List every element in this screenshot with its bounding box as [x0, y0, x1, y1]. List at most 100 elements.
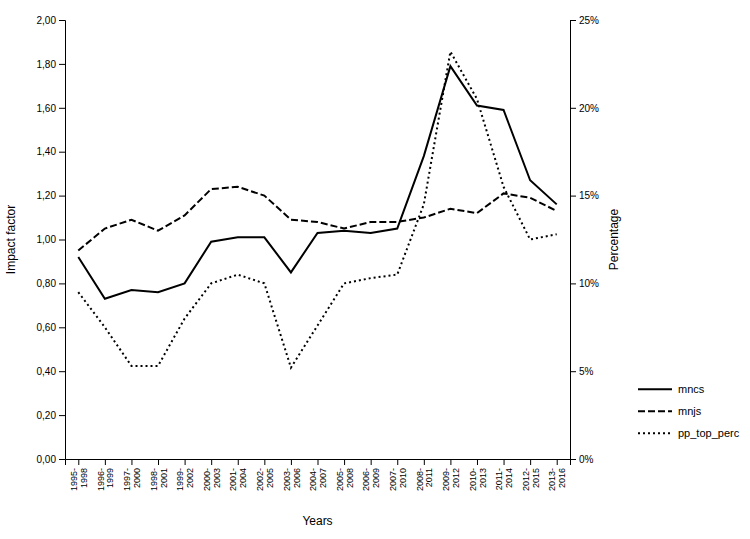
tick: 2000-2003 — [202, 459, 222, 491]
tick-mark — [570, 283, 576, 284]
tick-label: 2,00 — [37, 15, 57, 26]
tick-label: 15% — [579, 190, 599, 201]
legend-label: mnjs — [678, 405, 702, 417]
tick-mark — [131, 459, 132, 465]
tick-label: 2006-2009 — [361, 468, 381, 491]
tick-mark — [570, 20, 576, 21]
tick-label: 0% — [579, 454, 594, 465]
legend-label: mncs — [678, 383, 705, 395]
tick: 2006-2009 — [361, 459, 381, 491]
tick-mark — [477, 459, 478, 465]
tick-label: 1997-2000 — [122, 468, 142, 491]
tick: 1998-2001 — [149, 459, 169, 491]
tick-mark — [570, 196, 576, 197]
tick-label: 2004-2007 — [308, 468, 328, 491]
series-line — [78, 66, 556, 299]
tick-mark — [59, 371, 65, 372]
tick-label: 10% — [579, 278, 599, 289]
tick-mark — [570, 459, 576, 460]
tick-label: 2001-2004 — [228, 468, 248, 491]
legend: mncs mnjs pp_top_perc — [638, 383, 740, 439]
tick-mark — [59, 152, 65, 153]
legend-item: pp_top_perc — [638, 427, 740, 439]
tick-mark — [504, 459, 505, 465]
y2-axis-title: Percentage — [607, 208, 621, 270]
tick: 2007-2010 — [388, 459, 408, 491]
tick-label: 1999-2002 — [175, 468, 195, 491]
tick: 0,00 — [37, 454, 65, 465]
tick: 2003-2006 — [282, 459, 302, 491]
tick: 20% — [570, 103, 599, 114]
tick-mark — [59, 415, 65, 416]
tick-mark — [570, 108, 576, 109]
tick-label: 0,20 — [37, 410, 57, 421]
tick-mark — [59, 64, 65, 65]
tick-label: 1,60 — [37, 103, 57, 114]
tick-label: 0,60 — [37, 322, 57, 333]
tick-label: 1995-1998 — [69, 468, 89, 491]
y-axis-title: Impact factor — [4, 205, 18, 274]
tick: 1997-2000 — [122, 459, 142, 491]
tick-label: 2002-2005 — [255, 468, 275, 491]
tick: 2008-2011 — [415, 459, 435, 491]
tick: 0,40 — [37, 366, 65, 377]
tick-label: 2010-2013 — [468, 468, 488, 491]
chart: 1995-1998 1996-1999 1997-2000 1998-2001 1999… — [0, 0, 750, 539]
tick-mark — [371, 459, 372, 465]
tick-mark — [424, 459, 425, 465]
tick: 0,20 — [37, 410, 65, 421]
tick-label: 1996-1999 — [96, 468, 116, 491]
tick-mark — [59, 196, 65, 197]
tick-mark — [570, 371, 576, 372]
tick-mark — [59, 283, 65, 284]
tick: 2012-2015 — [521, 459, 541, 491]
tick: 2001-2004 — [228, 459, 248, 491]
tick-mark — [59, 327, 65, 328]
tick-mark — [557, 459, 558, 465]
tick-label: 5% — [579, 366, 594, 377]
tick: 25% — [570, 15, 599, 26]
legend-swatch — [638, 410, 672, 412]
tick: 2005-2008 — [335, 459, 355, 491]
legend-swatch — [638, 432, 672, 434]
tick: 5% — [570, 366, 594, 377]
tick-label: 2005-2008 — [335, 468, 355, 491]
tick-label: 0,40 — [37, 366, 57, 377]
tick: 1,40 — [37, 146, 65, 157]
tick-mark — [59, 20, 65, 21]
tick: 1995-1998 — [69, 459, 89, 491]
axis-line — [571, 21, 577, 460]
tick: 1,80 — [37, 59, 65, 70]
tick-mark — [238, 459, 239, 465]
tick-mark — [211, 459, 212, 465]
tick-mark — [291, 459, 292, 465]
tick: 0% — [570, 454, 594, 465]
tick-mark — [318, 459, 319, 465]
legend-swatch — [638, 388, 672, 390]
tick-label: 2013-2016 — [547, 468, 567, 491]
tick: 15% — [570, 190, 599, 201]
tick-label: 2012-2015 — [521, 468, 541, 491]
tick-label: 0,80 — [37, 278, 57, 289]
x-axis: 1995-1998 1996-1999 1997-2000 1998-2001 1999… — [66, 459, 571, 491]
tick-label: 2011-2014 — [494, 468, 514, 490]
tick-mark — [105, 459, 106, 465]
y2-axis: 0% 5% 10% 15% 20% 25% — [570, 15, 599, 465]
tick: 0,80 — [37, 278, 65, 289]
tick: 1,60 — [37, 103, 65, 114]
axis-line — [59, 21, 66, 460]
tick: 1,20 — [37, 190, 65, 201]
tick-label: 2003-2006 — [282, 468, 302, 491]
tick-label: 2009-2012 — [441, 468, 461, 491]
tick-label: 1,40 — [37, 146, 57, 157]
tick-mark — [59, 240, 65, 241]
legend-item: mncs — [638, 383, 705, 395]
tick-mark — [397, 459, 398, 465]
tick: 2010-2013 — [468, 459, 488, 491]
tick-label: 1,80 — [37, 59, 57, 70]
tick: 2,00 — [37, 15, 65, 26]
tick-label: 25% — [579, 15, 599, 26]
tick-label: 1998-2001 — [149, 468, 169, 491]
axis-line — [66, 460, 571, 466]
tick: 2009-2012 — [441, 459, 461, 491]
